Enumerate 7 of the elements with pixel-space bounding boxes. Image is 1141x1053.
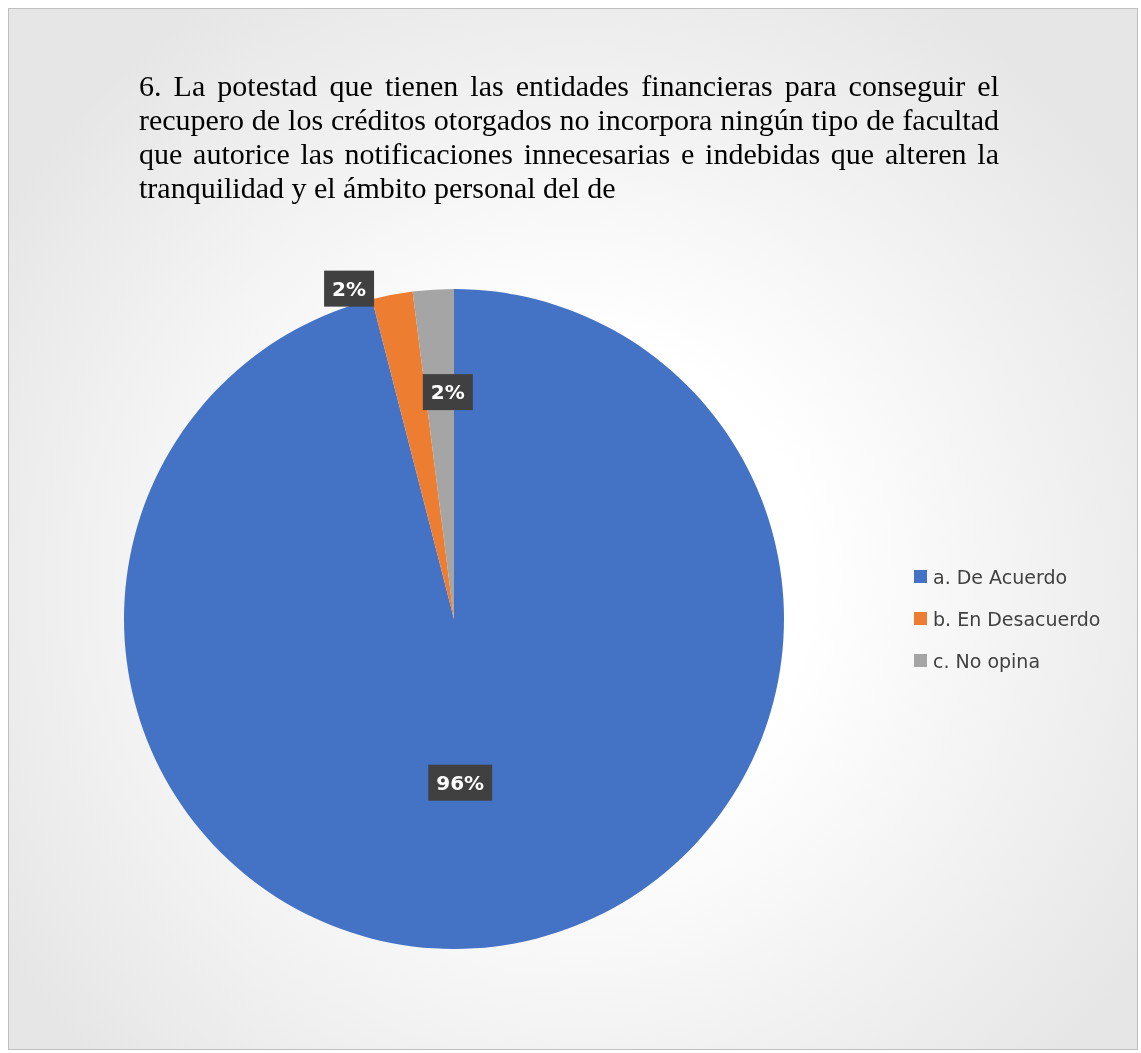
legend-label: a. De Acuerdo: [933, 565, 1068, 588]
data-label: 2%: [332, 276, 367, 301]
data-label: 96%: [436, 770, 485, 795]
legend-label: c. No opina: [933, 649, 1041, 672]
chart-title: 6. La potestad que tienen las entidades financieras para conseguir el recupero de los créditos otorgados no incorpora ningún tipo de facultad que autorice las notificaciones innecesarias e indebidas que alteren la tranquilidad y el ámbito personal del de: [139, 69, 999, 205]
legend-label: b. En Desacuerdo: [933, 607, 1101, 630]
data-label: 2%: [430, 380, 465, 405]
